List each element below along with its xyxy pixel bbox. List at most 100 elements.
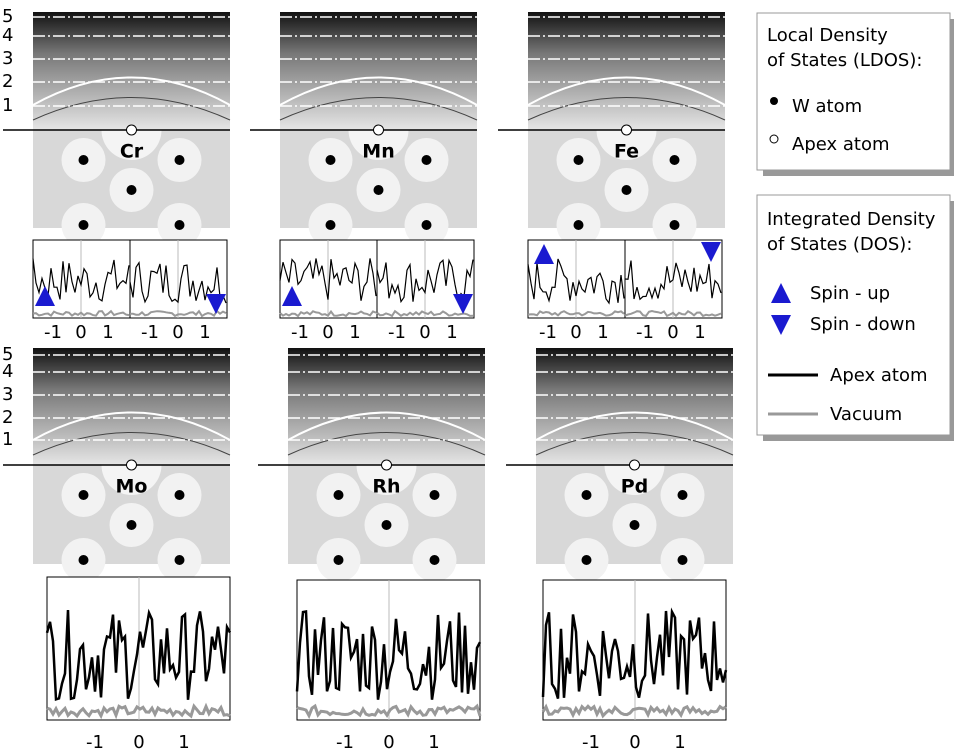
dos-apex-curve xyxy=(295,609,482,700)
dos-tick-label: -1 xyxy=(291,322,309,343)
dos-apex-curve xyxy=(624,260,722,301)
legend-title: of States (DOS): xyxy=(767,234,912,255)
dos-vacuum-curve xyxy=(296,703,482,720)
w-atom-marker xyxy=(770,97,778,105)
apex-atom xyxy=(629,459,640,471)
dos-tick-label: 0 xyxy=(419,322,430,343)
ldos-map-upper xyxy=(528,12,725,130)
ldos-map-upper xyxy=(536,348,733,465)
ldos-contour xyxy=(32,97,231,121)
w-atom xyxy=(78,155,89,165)
dos-tick-label: 1 xyxy=(446,322,457,343)
ldos-map-upper xyxy=(288,348,485,465)
element-label: Fe xyxy=(614,141,639,163)
apex-atom xyxy=(126,459,137,471)
w-atom xyxy=(677,555,688,565)
height-tick-label: 1 xyxy=(2,95,13,116)
legend-item: Vacuum xyxy=(830,404,902,425)
dos-tick-label: -1 xyxy=(539,322,557,343)
ldos-contour xyxy=(32,76,231,106)
height-tick-label: 5 xyxy=(2,344,13,365)
w-atom xyxy=(126,185,137,195)
dos-vacuum-curve xyxy=(376,309,474,318)
height-tick-label: 2 xyxy=(2,407,13,428)
dos-tick-label: 0 xyxy=(133,732,144,751)
dos-tick-label: 1 xyxy=(428,732,439,751)
dos-tick-label: 0 xyxy=(75,322,86,343)
w-atom xyxy=(581,555,592,565)
dos-apex-curve xyxy=(32,258,130,302)
w-atom xyxy=(174,220,185,230)
dos-tick-label: 1 xyxy=(674,732,685,751)
dos-tick-label: 0 xyxy=(629,732,640,751)
dos-vacuum-curve xyxy=(32,309,130,317)
legend-item: W atom xyxy=(792,96,862,117)
w-atom xyxy=(325,220,336,230)
dos-apex-curve xyxy=(129,260,227,304)
dos-tick-label: 1 xyxy=(694,322,705,343)
apex-atom xyxy=(373,124,384,136)
w-atom xyxy=(174,555,185,565)
legend-item: Spin - down xyxy=(810,314,916,335)
spin-down-marker xyxy=(701,242,721,262)
ldos-map-upper xyxy=(33,12,230,130)
dos-tick-label: 0 xyxy=(172,322,183,343)
height-tick-label: 3 xyxy=(2,48,13,69)
dos-tick-label: -1 xyxy=(388,322,406,343)
height-tick-label: 5 xyxy=(2,6,13,27)
height-tick-label: 4 xyxy=(2,25,13,46)
dos-apex-curve xyxy=(279,258,377,301)
w-atom xyxy=(669,220,680,230)
legend-box xyxy=(756,12,951,171)
dos-tick-label: 1 xyxy=(597,322,608,343)
legend-title: Local Density xyxy=(767,25,888,46)
w-atom xyxy=(573,155,584,165)
dos-apex-curve xyxy=(45,608,232,701)
dos-tick-label: 0 xyxy=(570,322,581,343)
ldos-map-upper xyxy=(33,348,230,465)
dos-vacuum-curve xyxy=(527,310,625,317)
dos-tick-label: 0 xyxy=(322,322,333,343)
height-tick-label: 4 xyxy=(2,361,13,382)
w-atom xyxy=(373,185,384,195)
height-tick-label: 1 xyxy=(2,429,13,450)
w-atom xyxy=(333,555,344,565)
dos-tick-label: 0 xyxy=(383,732,394,751)
dos-tick-label: 1 xyxy=(102,322,113,343)
ldos-contour xyxy=(279,97,478,121)
dos-vacuum-curve xyxy=(46,702,231,720)
w-atom xyxy=(573,220,584,230)
w-atom xyxy=(174,155,185,165)
dos-tick-label: 1 xyxy=(178,732,189,751)
w-atom xyxy=(421,220,432,230)
dos-tick-label: -1 xyxy=(44,322,62,343)
dos-tick-label: -1 xyxy=(86,732,104,751)
element-label: Mo xyxy=(116,476,148,498)
dos-tick-label: 1 xyxy=(199,322,210,343)
element-label: Mn xyxy=(362,141,394,163)
legend-title: Integrated Density xyxy=(767,209,936,230)
height-tick-label: 3 xyxy=(2,384,13,405)
dos-tick-label: -1 xyxy=(141,322,159,343)
w-atom xyxy=(629,520,640,530)
apex-atom-marker xyxy=(769,134,779,144)
element-label: Pd xyxy=(621,476,649,498)
w-atom xyxy=(429,490,440,500)
legend-title: of States (LDOS): xyxy=(767,50,922,71)
dos-apex-curve xyxy=(527,258,625,305)
w-atom xyxy=(333,490,344,500)
dos-tick-label: -1 xyxy=(582,732,600,751)
legend-item: Apex atom xyxy=(830,365,928,386)
ldos-contour xyxy=(287,432,486,456)
w-atom xyxy=(325,155,336,165)
legend-item: Apex atom xyxy=(792,134,890,155)
w-atom xyxy=(421,155,432,165)
ldos-contour xyxy=(535,411,734,441)
apex-atom xyxy=(381,459,392,471)
ldos-contour xyxy=(527,76,726,106)
spin-down-marker xyxy=(206,294,226,314)
element-label: Cr xyxy=(120,141,144,163)
spin-up-marker xyxy=(771,283,791,303)
ldos-contour xyxy=(535,432,734,456)
